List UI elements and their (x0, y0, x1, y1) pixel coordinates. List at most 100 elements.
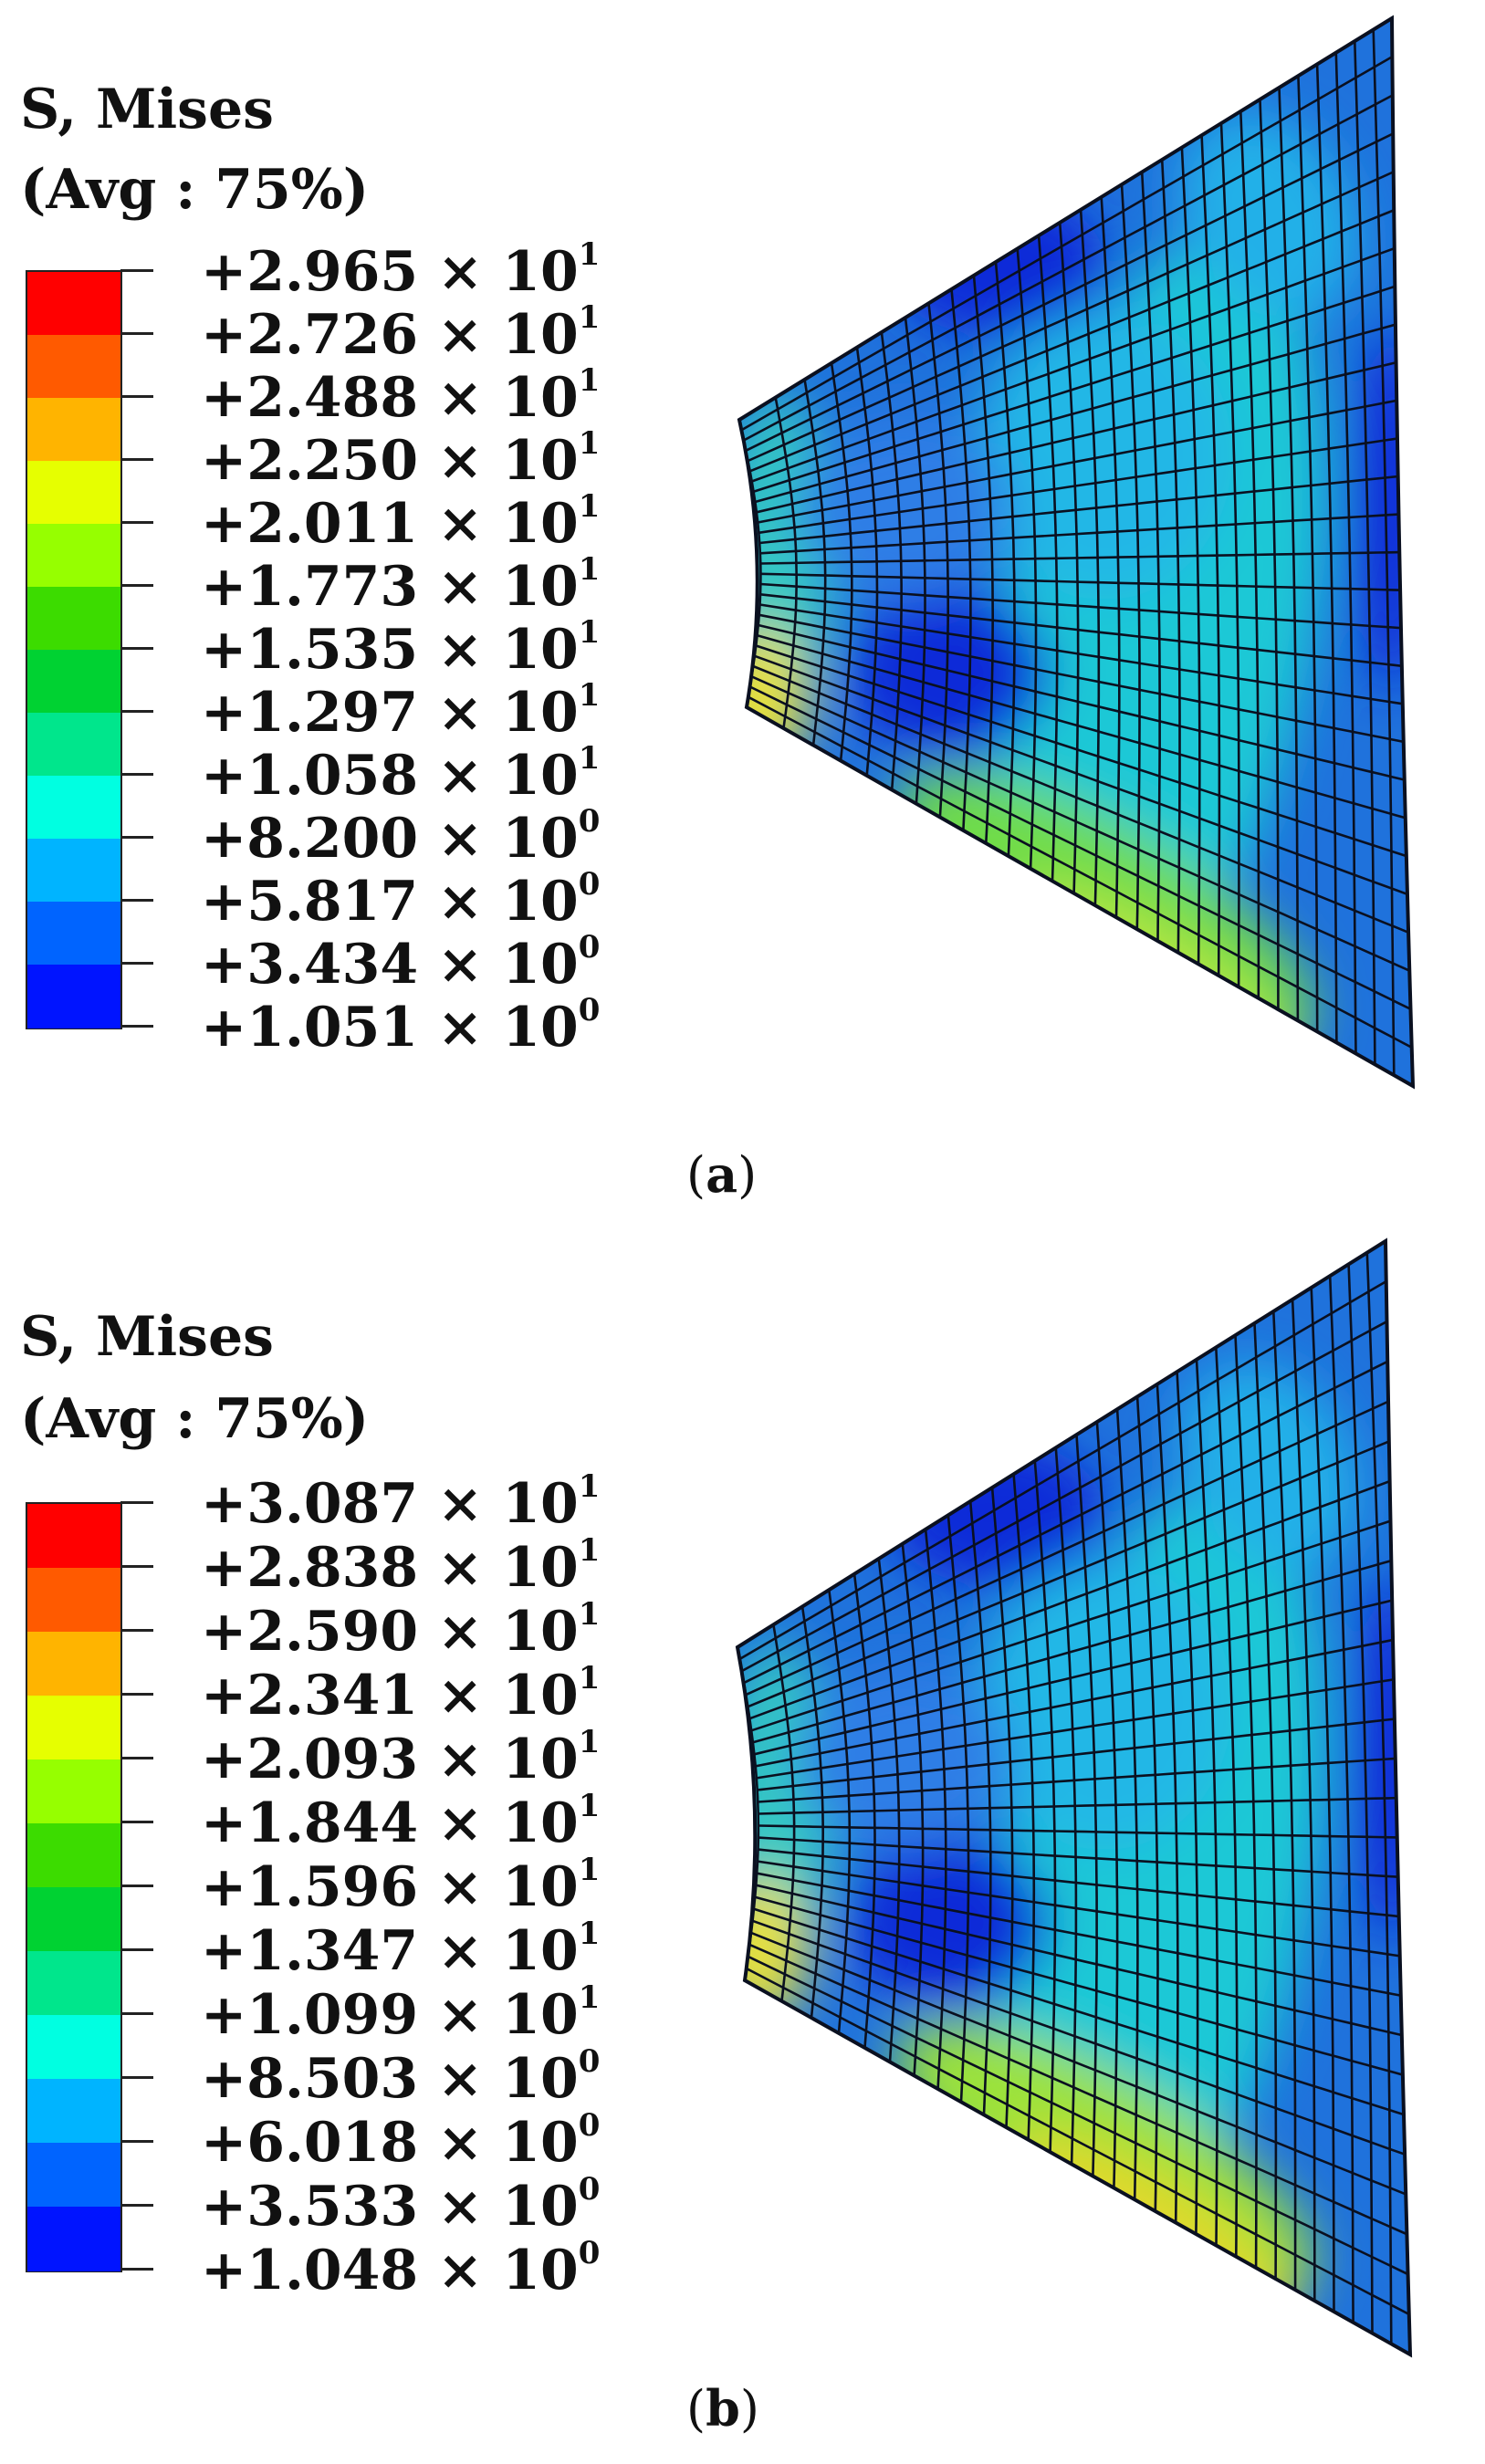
legend-tick (120, 2076, 153, 2079)
legend-tick (120, 962, 153, 965)
legend-value-exponent: 1 (578, 740, 601, 777)
legend-tick (120, 2012, 153, 2015)
legend-band (27, 461, 120, 525)
legend-value-label: +3.087 × 101 (201, 1471, 600, 1531)
legend-value-exponent: 1 (578, 362, 601, 399)
legend-value-label: +2.250 × 101 (201, 428, 600, 488)
legend-value-exponent: 1 (578, 236, 601, 273)
legend-value-label: +1.051 × 100 (201, 995, 600, 1055)
legend-tick (120, 332, 153, 335)
legend-band (27, 2143, 120, 2208)
legend-tick (120, 269, 153, 272)
legend-band (27, 839, 120, 903)
legend-value-exponent: 1 (578, 614, 601, 651)
legend-value-mantissa: +8.200 × 10 (201, 807, 579, 871)
legend-value-exponent: 0 (578, 803, 601, 840)
legend-value-mantissa: +2.011 × 10 (201, 492, 579, 556)
legend-value-exponent: 1 (578, 1468, 601, 1505)
legend-tick (120, 521, 153, 524)
legend-value-mantissa: +1.099 × 10 (201, 1983, 579, 2047)
legend-tick (120, 584, 153, 587)
color-legend-bar (26, 270, 122, 1029)
legend-value-exponent: 0 (578, 866, 601, 903)
legend-band (27, 902, 120, 966)
legend-value-label: +2.726 × 101 (201, 302, 600, 362)
legend-value-label: +2.341 × 101 (201, 1663, 600, 1723)
legend-value-mantissa: +2.250 × 10 (201, 429, 579, 493)
panel-b: S, Mises (Avg : 75%) +3.087 × 101 +2.838 … (0, 1232, 1485, 2464)
legend-value-label: +3.434 × 100 (201, 932, 600, 992)
legend-value-mantissa: +1.844 × 10 (201, 1791, 579, 1855)
legend-value-label: +1.347 × 101 (201, 1918, 600, 1979)
legend-band (27, 398, 120, 462)
legend-tick (120, 710, 153, 713)
color-legend-bar (26, 1502, 122, 2272)
legend-band (27, 2079, 120, 2144)
legend-value-exponent: 0 (578, 2235, 601, 2271)
legend-band (27, 1759, 120, 1824)
legend-value-exponent: 1 (578, 1724, 601, 1760)
legend-value-label: +2.488 × 101 (201, 365, 600, 425)
legend-tick (120, 1629, 153, 1632)
legend-value-mantissa: +1.051 × 10 (201, 996, 579, 1060)
legend-band (27, 1632, 120, 1697)
legend-value-mantissa: +2.093 × 10 (201, 1728, 579, 1791)
legend-value-mantissa: +3.533 × 10 (201, 2175, 579, 2239)
legend-value-exponent: 0 (578, 2107, 601, 2144)
legend-value-exponent: 1 (578, 1596, 601, 1633)
legend-tick (120, 2268, 153, 2271)
legend-value-exponent: 0 (578, 929, 601, 966)
legend-value-mantissa: +2.590 × 10 (201, 1600, 579, 1664)
legend-tick (120, 773, 153, 776)
caption-letter: b (706, 2379, 740, 2438)
legend-band (27, 1887, 120, 1952)
legend-value-label: +2.965 × 101 (201, 239, 600, 299)
legend-band (27, 2015, 120, 2080)
caption-a: (a) (686, 1145, 758, 1204)
legend-value-mantissa: +2.965 × 10 (201, 240, 579, 304)
legend-value-label: +1.535 × 101 (201, 617, 600, 677)
legend-value-label: +2.093 × 101 (201, 1727, 600, 1787)
legend-value-mantissa: +1.058 × 10 (201, 744, 579, 808)
legend-band (27, 1696, 120, 1760)
legend-band (27, 1823, 120, 1888)
legend-value-mantissa: +2.488 × 10 (201, 366, 579, 430)
legend-subtitle: (Avg : 75%) (20, 1387, 370, 1451)
legend-value-label: +8.200 × 100 (201, 806, 600, 866)
legend-band (27, 335, 120, 399)
legend-value-exponent: 1 (578, 1979, 601, 2016)
legend-value-mantissa: +1.773 × 10 (201, 555, 579, 619)
legend-band (27, 650, 120, 714)
legend-value-exponent: 1 (578, 1852, 601, 1888)
legend-value-exponent: 0 (578, 2043, 601, 2080)
fem-mesh-contour-plot (735, 1237, 1413, 2358)
contour-field (737, 1241, 1410, 2354)
legend-value-exponent: 1 (578, 1532, 601, 1569)
legend-tick (120, 1757, 153, 1759)
legend-tick (120, 1948, 153, 1951)
caption-b: (b) (686, 2379, 759, 2438)
legend-tick (120, 1025, 153, 1028)
legend-band (27, 2207, 120, 2271)
legend-value-exponent: 1 (578, 425, 601, 462)
legend-value-mantissa: +1.297 × 10 (201, 681, 579, 745)
legend-band (27, 272, 120, 336)
legend-value-label: +1.844 × 101 (201, 1791, 600, 1851)
legend-band (27, 776, 120, 840)
legend-value-exponent: 1 (578, 299, 601, 336)
legend-value-exponent: 1 (578, 551, 601, 588)
legend-tick (120, 647, 153, 650)
legend-band (27, 587, 120, 651)
legend-value-mantissa: +1.048 × 10 (201, 2239, 579, 2302)
legend-value-exponent: 0 (578, 2171, 601, 2208)
legend-tick (120, 2204, 153, 2207)
legend-value-mantissa: +2.838 × 10 (201, 1536, 579, 1600)
legend-value-label: +1.773 × 101 (201, 554, 600, 614)
legend-value-label: +5.817 × 100 (201, 869, 600, 929)
legend-band (27, 1951, 120, 2016)
legend-value-mantissa: +1.596 × 10 (201, 1855, 579, 1919)
legend-value-exponent: 1 (578, 677, 601, 714)
legend-tick (120, 395, 153, 398)
legend-band (27, 713, 120, 777)
legend-tick (120, 1821, 153, 1823)
